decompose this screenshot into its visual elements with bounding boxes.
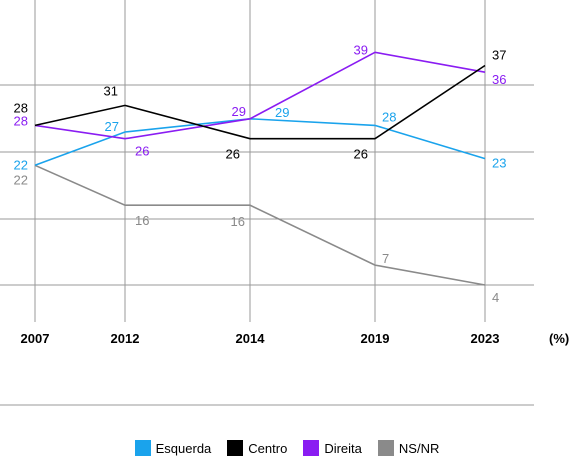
data-label: 4 [492, 290, 499, 305]
legend-item: Direita [303, 440, 362, 456]
x-tick-label: 2014 [236, 331, 266, 346]
series-lines [34, 51, 486, 286]
data-label: 26 [135, 144, 149, 159]
data-label: 22 [14, 172, 28, 187]
data-label: 36 [492, 72, 506, 87]
legend-item: NS/NR [377, 440, 440, 456]
data-label: 29 [232, 104, 246, 119]
legend-swatch [377, 440, 394, 456]
data-labels: 22 27 29 28 23 28 31 26 26 37 28 26 29 39 36 22 16 16 7 4 [14, 42, 507, 305]
series-line-direita [34, 51, 486, 140]
data-label: 26 [354, 147, 368, 162]
data-label: 31 [104, 83, 118, 98]
series-line-esquerda [34, 117, 486, 167]
series-line-centro [34, 64, 486, 140]
series-line-nsnr [34, 164, 486, 286]
x-axis-ticks: 2007 2012 2014 2019 2023 [21, 331, 500, 346]
legend-swatch [227, 440, 244, 456]
data-label: 28 [14, 113, 28, 128]
x-tick-label: 2012 [111, 331, 140, 346]
data-label: 37 [492, 48, 506, 63]
legend-label: Direita [324, 440, 362, 456]
data-label: 16 [231, 214, 245, 229]
data-label: 16 [135, 213, 149, 228]
data-label: 29 [275, 105, 289, 120]
x-tick-label: 2023 [471, 331, 500, 346]
legend-swatch [134, 440, 151, 456]
legend-label: Esquerda [155, 440, 212, 456]
data-label: 26 [226, 147, 240, 162]
data-label: 28 [382, 109, 396, 124]
legend-label: Centro [248, 440, 288, 456]
legend-item: Esquerda [134, 440, 212, 456]
unit-label: (%) [549, 331, 569, 346]
x-tick-label: 2019 [361, 331, 390, 346]
legend-item: Centro [227, 440, 287, 456]
data-label: 22 [14, 157, 28, 172]
legend-label: NS/NR [398, 440, 440, 456]
data-label: 39 [354, 42, 368, 57]
data-label: 28 [14, 100, 28, 115]
data-label: 27 [105, 119, 119, 134]
legend-swatch [303, 440, 320, 456]
grid [0, 0, 534, 406]
data-label: 23 [492, 156, 506, 171]
legend: Esquerda Centro Direita NS/NR [0, 440, 574, 456]
data-label: 7 [382, 251, 389, 266]
x-tick-label: 2007 [21, 331, 50, 346]
